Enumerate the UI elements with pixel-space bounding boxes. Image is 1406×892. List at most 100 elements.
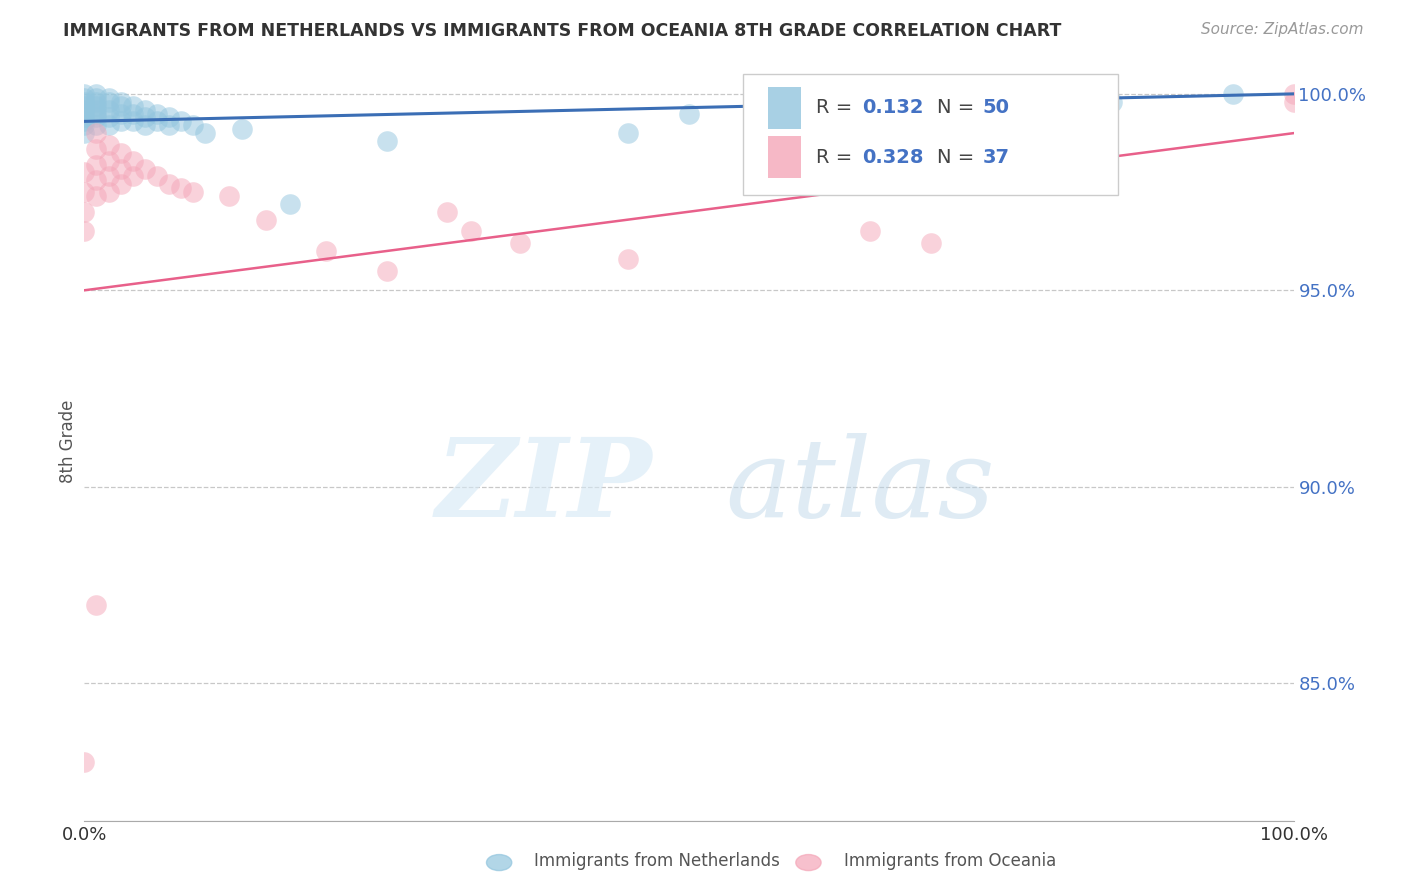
Point: [146, 114, 169, 128]
Bar: [768, 87, 801, 128]
Point: [97, 153, 120, 168]
Point: [121, 153, 143, 168]
Point: [121, 106, 143, 120]
Point: [157, 178, 180, 192]
Text: 0.132: 0.132: [862, 98, 924, 118]
Bar: [768, 136, 801, 178]
Text: Immigrants from Netherlands: Immigrants from Netherlands: [534, 852, 780, 870]
Point: [86, 106, 108, 120]
FancyBboxPatch shape: [744, 74, 1118, 195]
Text: 0.328: 0.328: [862, 148, 924, 167]
Point: [86, 91, 108, 105]
Point: [73, 165, 96, 179]
Point: [86, 98, 108, 112]
Point: [86, 126, 108, 140]
Point: [97, 185, 120, 199]
Point: [86, 142, 108, 156]
Point: [170, 181, 193, 195]
Point: [110, 98, 132, 112]
Point: [110, 178, 132, 192]
Point: [920, 236, 942, 251]
Point: [73, 106, 96, 120]
Point: [97, 118, 120, 132]
Point: [181, 118, 204, 132]
Point: [170, 114, 193, 128]
Point: [1040, 103, 1063, 117]
Point: [121, 114, 143, 128]
Point: [86, 118, 108, 132]
Text: 37: 37: [983, 148, 1010, 167]
Point: [86, 103, 108, 117]
Point: [86, 95, 108, 109]
Text: Source: ZipAtlas.com: Source: ZipAtlas.com: [1201, 22, 1364, 37]
Point: [1222, 87, 1244, 101]
Point: [617, 126, 640, 140]
Point: [1282, 95, 1305, 109]
Point: [110, 114, 132, 128]
Point: [73, 224, 96, 238]
Point: [146, 169, 169, 184]
Point: [218, 189, 240, 203]
Point: [97, 103, 120, 117]
Point: [73, 103, 96, 117]
Point: [460, 224, 482, 238]
Point: [231, 122, 253, 136]
Text: N =: N =: [936, 148, 980, 167]
Point: [980, 111, 1002, 125]
Point: [73, 111, 96, 125]
Point: [678, 106, 700, 120]
Point: [509, 236, 531, 251]
Point: [121, 169, 143, 184]
Point: [110, 106, 132, 120]
Point: [110, 161, 132, 176]
Point: [97, 169, 120, 184]
Text: atlas: atlas: [725, 434, 995, 541]
Text: Immigrants from Oceania: Immigrants from Oceania: [844, 852, 1056, 870]
Point: [859, 224, 882, 238]
Point: [73, 118, 96, 132]
Point: [73, 755, 96, 769]
Point: [73, 126, 96, 140]
Point: [181, 185, 204, 199]
Point: [110, 95, 132, 109]
Point: [194, 126, 217, 140]
Point: [73, 98, 96, 112]
Text: ZIP: ZIP: [436, 434, 652, 541]
Text: R =: R =: [815, 98, 859, 118]
Point: [73, 114, 96, 128]
Point: [73, 204, 96, 219]
Point: [157, 118, 180, 132]
Point: [146, 106, 169, 120]
Point: [134, 103, 156, 117]
Point: [121, 98, 143, 112]
Point: [73, 185, 96, 199]
Point: [86, 189, 108, 203]
Point: [315, 244, 337, 258]
Y-axis label: 8th Grade: 8th Grade: [59, 400, 77, 483]
Point: [920, 114, 942, 128]
Text: N =: N =: [936, 98, 980, 118]
Point: [73, 95, 96, 109]
Text: R =: R =: [815, 148, 859, 167]
Point: [375, 263, 398, 277]
Point: [278, 197, 301, 211]
Point: [436, 204, 458, 219]
Point: [86, 87, 108, 101]
Point: [134, 161, 156, 176]
Point: [1282, 87, 1305, 101]
Point: [86, 173, 108, 187]
Point: [110, 145, 132, 160]
Point: [73, 87, 96, 101]
Point: [134, 111, 156, 125]
Point: [97, 91, 120, 105]
Point: [86, 111, 108, 125]
Point: [86, 158, 108, 172]
Point: [375, 134, 398, 148]
Text: 50: 50: [983, 98, 1010, 118]
Point: [254, 212, 277, 227]
Point: [1101, 95, 1123, 109]
Point: [134, 118, 156, 132]
Point: [97, 95, 120, 109]
Point: [97, 111, 120, 125]
Point: [97, 137, 120, 152]
